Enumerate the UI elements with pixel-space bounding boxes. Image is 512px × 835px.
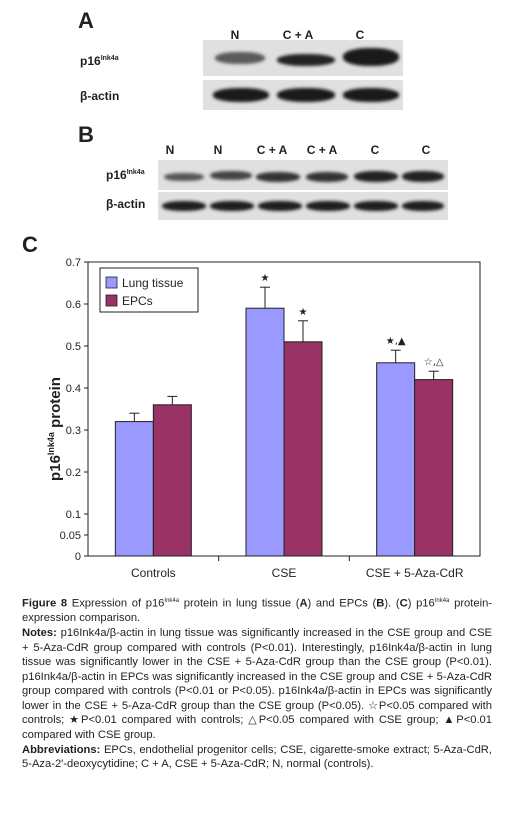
- figure-abbreviations: Abbreviations: EPCs, endothelial progeni…: [22, 743, 492, 771]
- legend-swatch: [105, 276, 118, 289]
- bar: [414, 379, 454, 557]
- chart-legend: Lung tissue EPCs: [99, 267, 199, 313]
- significance-mark: ☆,△: [424, 357, 444, 368]
- legend-label: EPCs: [122, 294, 153, 308]
- panel-b-actin-label: β-actin: [106, 197, 146, 211]
- blot-band: [343, 88, 399, 102]
- panel-b-letter: B: [78, 122, 94, 147]
- y-tick-label: 0: [75, 551, 81, 563]
- panel-a-actin-blot: [203, 80, 403, 110]
- y-tick-label: 0.05: [60, 530, 81, 542]
- blot-band: [164, 173, 204, 181]
- chart-bars: ★ ★ ★,▲ ☆,△: [114, 273, 454, 557]
- figure-notes: Notes: p16Ink4a/β-actin in lung tissue w…: [22, 626, 492, 742]
- panel-a-letter: A: [78, 8, 94, 33]
- bar: [283, 341, 323, 557]
- significance-mark: ★: [261, 273, 270, 284]
- blot-band: [277, 54, 335, 66]
- panel-b-lane-label: C + A: [306, 143, 338, 157]
- blot-band: [354, 171, 398, 182]
- blot-band: [162, 201, 206, 211]
- y-tick-label: 0.2: [66, 467, 81, 479]
- bar: [152, 404, 192, 557]
- panel-a-actin-label: β-actin: [80, 89, 120, 103]
- blot-band: [277, 88, 335, 102]
- bar-chart: 0 0.05 0.1 0.2 0.3 0.4 0.5 0.6 0.7 Controls CSE CSE…: [60, 257, 481, 580]
- blot-band: [210, 201, 254, 211]
- blot-band: [256, 172, 300, 182]
- figure-title: Figure 8 Expression of p16Ink4a protein …: [22, 597, 493, 625]
- panel-b-p16-blot: [158, 160, 448, 190]
- y-tick-label: 0.4: [66, 383, 81, 395]
- panel-b-lane-label: N: [165, 143, 175, 157]
- blot-band: [215, 52, 265, 64]
- panel-b-lane-label: C: [370, 143, 380, 157]
- panel-b-p16-label: p16Ink4a: [106, 168, 145, 182]
- legend-label: Lung tissue: [122, 276, 184, 290]
- x-tick-label: CSE + 5-Aza-CdR: [366, 566, 464, 580]
- panel-b-actin-blot: [158, 192, 448, 220]
- blot-band: [213, 88, 269, 102]
- x-tick-label: CSE: [272, 566, 297, 580]
- blot-band: [258, 201, 302, 211]
- blot-band: [306, 201, 350, 211]
- blot-band: [306, 172, 348, 182]
- blot-band: [402, 201, 444, 211]
- panel-b-lane-label: C + A: [256, 143, 288, 157]
- y-tick-label: 0.5: [66, 341, 81, 353]
- figure-caption: Figure 8 Expression of p16Ink4a protein …: [22, 594, 492, 772]
- panel-a-lane-label: C: [355, 28, 365, 42]
- blot-band: [402, 171, 444, 182]
- legend-swatch: [105, 294, 118, 307]
- panel-c-letter: C: [22, 232, 38, 257]
- blot-band: [343, 48, 399, 66]
- panel-b-lane-label: C: [421, 143, 431, 157]
- blot-band: [354, 201, 398, 211]
- y-tick-label: 0.6: [66, 299, 81, 311]
- significance-mark: ★,▲: [386, 336, 406, 347]
- chart-axes: 0 0.05 0.1 0.2 0.3 0.4 0.5 0.6 0.7 Controls CSE CSE…: [60, 257, 481, 580]
- y-tick-label: 0.1: [66, 509, 81, 521]
- panel-a-p16-blot: [203, 40, 403, 76]
- y-tick-label: 0.7: [66, 257, 81, 269]
- panel-b-lane-label: N: [213, 143, 223, 157]
- panel-a-p16-label: p16Ink4a: [80, 54, 119, 68]
- x-tick-label: Controls: [131, 566, 176, 580]
- bar: [245, 307, 285, 557]
- panel-a-lane-label: N: [230, 28, 240, 42]
- y-tick-label: 0.3: [66, 425, 81, 437]
- panel-a-lane-label: C + A: [282, 28, 314, 42]
- bar: [114, 421, 154, 557]
- bar: [376, 362, 416, 557]
- blot-band: [210, 171, 252, 180]
- significance-mark: ★: [299, 307, 308, 318]
